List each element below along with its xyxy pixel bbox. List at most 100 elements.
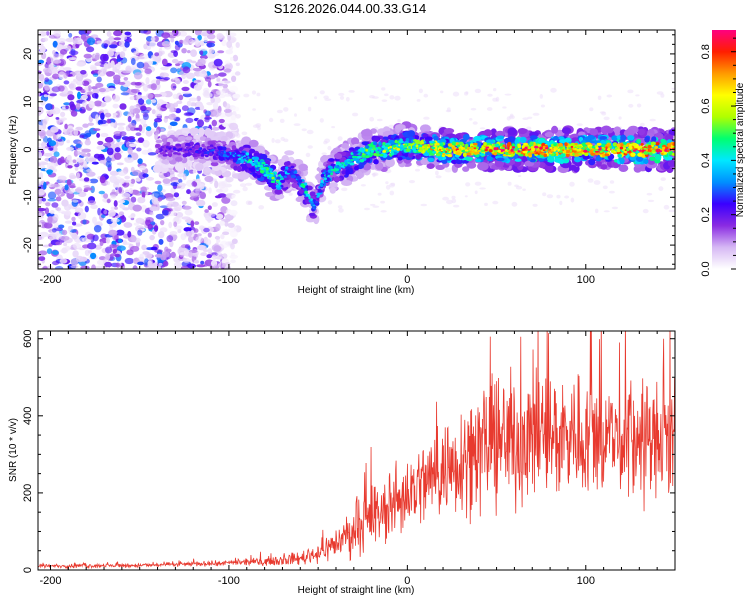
heatmap-cell — [198, 48, 208, 52]
heatmap-cell — [84, 139, 92, 146]
heatmap-cell — [341, 143, 349, 149]
heatmap-cell — [281, 155, 290, 164]
heatmap-cell — [119, 178, 125, 185]
heatmap-cell — [104, 261, 112, 268]
heatmap-cell — [248, 139, 259, 148]
heatmap-cell — [360, 184, 366, 187]
heatmap-cell — [213, 51, 220, 57]
heatmap-cell — [538, 138, 546, 145]
heatmap-cell — [619, 146, 624, 150]
heatmap-cell — [49, 109, 56, 115]
heatmap-cell — [213, 245, 222, 252]
heatmap-cell — [172, 77, 180, 81]
heatmap-cell — [155, 143, 161, 148]
heatmap-cell — [137, 137, 145, 143]
heatmap-cell — [103, 43, 109, 48]
heatmap-cell — [158, 153, 163, 158]
heatmap-cell — [185, 117, 194, 124]
heatmap-cell — [340, 162, 345, 164]
heatmap-cell — [161, 159, 169, 164]
heatmap-cell — [118, 40, 125, 48]
heatmap-cell — [140, 105, 147, 112]
heatmap-cell — [219, 240, 229, 249]
heatmap-cell — [168, 113, 177, 120]
heatmap-cell — [233, 189, 241, 194]
heatmap-cell — [181, 105, 189, 112]
heatmap-cell — [609, 180, 615, 184]
heatmap-cell — [220, 234, 225, 240]
heatmap-cell — [444, 167, 452, 173]
heatmap-cell — [155, 129, 160, 136]
heatmap-cell — [261, 161, 266, 165]
heatmap-cell — [558, 139, 567, 144]
heatmap-cell — [181, 200, 187, 205]
heatmap-cell — [52, 59, 62, 64]
heatmap-cell — [69, 50, 79, 56]
heatmap-cell — [314, 96, 318, 100]
heatmap-cell — [506, 143, 511, 148]
heatmap-cell — [111, 222, 117, 228]
heatmap-cell — [188, 97, 198, 102]
heatmap-cell — [663, 204, 670, 210]
heatmap-cell — [481, 146, 485, 149]
heatmap-cell — [517, 128, 528, 135]
heatmap-cell — [145, 217, 154, 223]
heatmap-cell — [197, 119, 204, 128]
heatmap-cell — [82, 123, 89, 128]
heatmap-cell — [167, 211, 177, 217]
heatmap-cell — [214, 180, 219, 189]
heatmap-cell — [66, 179, 72, 186]
heatmap-cell — [170, 37, 175, 43]
heatmap-cell — [240, 159, 244, 164]
heatmap-cell — [175, 143, 182, 148]
heatmap-cell — [165, 197, 176, 202]
heatmap-cell — [599, 136, 608, 140]
heatmap-cell — [329, 186, 336, 194]
heatmap-cell — [235, 114, 241, 119]
heatmap-cell — [495, 130, 506, 137]
heatmap-cell — [95, 114, 99, 122]
heatmap-cell — [505, 151, 509, 156]
heatmap-cell — [330, 168, 335, 172]
heatmap-cell — [60, 48, 68, 55]
heatmap-cell — [479, 127, 486, 130]
heatmap-cell — [553, 135, 559, 141]
heatmap-cell — [284, 150, 295, 156]
heatmap-cell — [550, 87, 557, 93]
heatmap-cell — [91, 92, 99, 99]
heatmap-cell — [303, 187, 307, 191]
heatmap-cell — [654, 158, 661, 164]
heatmap-cell — [128, 215, 135, 219]
heatmap-cell — [155, 213, 165, 220]
heatmap-cell — [220, 150, 225, 153]
heatmap-cell — [527, 116, 533, 120]
heatmap-cell — [211, 254, 217, 260]
heatmap-cell — [214, 235, 221, 240]
heatmap-cell — [286, 161, 291, 166]
heatmap-cell — [321, 152, 327, 155]
heatmap-cell — [446, 199, 453, 205]
heatmap-cell — [135, 177, 141, 182]
heatmap-cell — [356, 160, 361, 164]
heatmap-cell — [138, 124, 143, 132]
heatmap-cell — [472, 121, 478, 125]
heatmap-cell — [651, 136, 657, 143]
heatmap-cell — [154, 249, 163, 254]
heatmap-cell — [216, 238, 221, 243]
heatmap-cell — [142, 113, 149, 121]
heatmap-cell — [543, 153, 548, 158]
heatmap-cell — [245, 152, 250, 156]
heatmap-cell — [171, 58, 179, 64]
heatmap-cell — [408, 152, 413, 158]
heatmap-cell — [619, 157, 625, 165]
heatmap-cell — [96, 221, 103, 225]
heatmap-cell — [114, 69, 120, 73]
heatmap-cell — [189, 127, 200, 135]
heatmap-cell — [188, 251, 193, 258]
heatmap-cell — [179, 31, 188, 37]
heatmap-cell — [407, 130, 416, 137]
heatmap-cell — [81, 153, 89, 157]
heatmap-cell — [116, 245, 126, 251]
heatmap-cell — [165, 103, 175, 109]
heatmap-cell — [179, 252, 187, 256]
